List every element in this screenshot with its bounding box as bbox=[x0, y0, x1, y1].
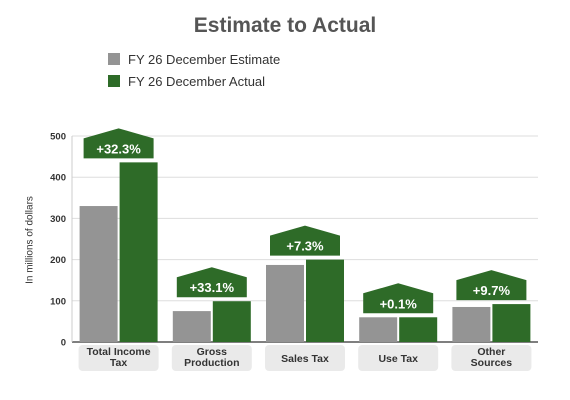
category-label: Sales Tax bbox=[281, 353, 329, 365]
change-badge-label: +7.3% bbox=[286, 239, 324, 254]
y-tick-label: 400 bbox=[50, 173, 66, 184]
legend-label-estimate: FY 26 December Estimate bbox=[128, 51, 281, 67]
category-label-box bbox=[171, 345, 252, 371]
change-badge bbox=[176, 267, 247, 298]
legend-item-actual: FY 26 December Actual bbox=[108, 70, 280, 92]
category-label-box bbox=[358, 345, 439, 371]
change-badge-label: +33.1% bbox=[190, 280, 235, 295]
y-tick-label: 0 bbox=[61, 338, 66, 349]
bar-estimate bbox=[359, 317, 398, 342]
change-badge bbox=[83, 128, 154, 159]
change-badge-label: +32.3% bbox=[96, 141, 141, 156]
change-badge bbox=[363, 283, 434, 314]
bar-estimate bbox=[452, 306, 491, 342]
change-badge-label: +0.1% bbox=[380, 296, 418, 311]
legend-label-actual: FY 26 December Actual bbox=[128, 73, 266, 89]
category-label: Production bbox=[184, 357, 239, 369]
chart-title: Estimate to Actual bbox=[193, 14, 377, 37]
bar-actual bbox=[399, 317, 438, 342]
bar-estimate bbox=[172, 311, 211, 342]
category-label-box bbox=[451, 345, 532, 371]
y-tick-label: 100 bbox=[50, 296, 66, 307]
legend-item-estimate: FY 26 December Estimate bbox=[108, 48, 280, 70]
y-tick-label: 500 bbox=[50, 132, 66, 143]
category-label: Sources bbox=[471, 357, 513, 369]
category-label: Other bbox=[477, 346, 505, 358]
category-label: Gross bbox=[197, 346, 228, 358]
legend-swatch-actual bbox=[108, 75, 120, 87]
category-label: Tax bbox=[110, 357, 127, 369]
category-label-box bbox=[265, 345, 345, 371]
legend: FY 26 December Estimate FY 26 December A… bbox=[108, 48, 280, 92]
y-tick-label: 200 bbox=[50, 255, 66, 266]
change-badge-label: +9.7% bbox=[473, 283, 511, 298]
bar-estimate bbox=[79, 206, 118, 342]
change-badge bbox=[456, 270, 527, 301]
bar-actual bbox=[492, 304, 531, 342]
bar-estimate bbox=[266, 264, 304, 342]
category-label: Total Income bbox=[87, 346, 151, 358]
category-label: Use Tax bbox=[378, 353, 418, 365]
legend-swatch-estimate bbox=[108, 53, 120, 65]
category-label-box bbox=[78, 345, 159, 371]
y-tick-label: 300 bbox=[50, 214, 66, 225]
bar-actual bbox=[306, 259, 344, 342]
change-badge bbox=[270, 225, 340, 256]
bar-actual bbox=[212, 301, 251, 342]
bar-actual bbox=[119, 162, 158, 342]
